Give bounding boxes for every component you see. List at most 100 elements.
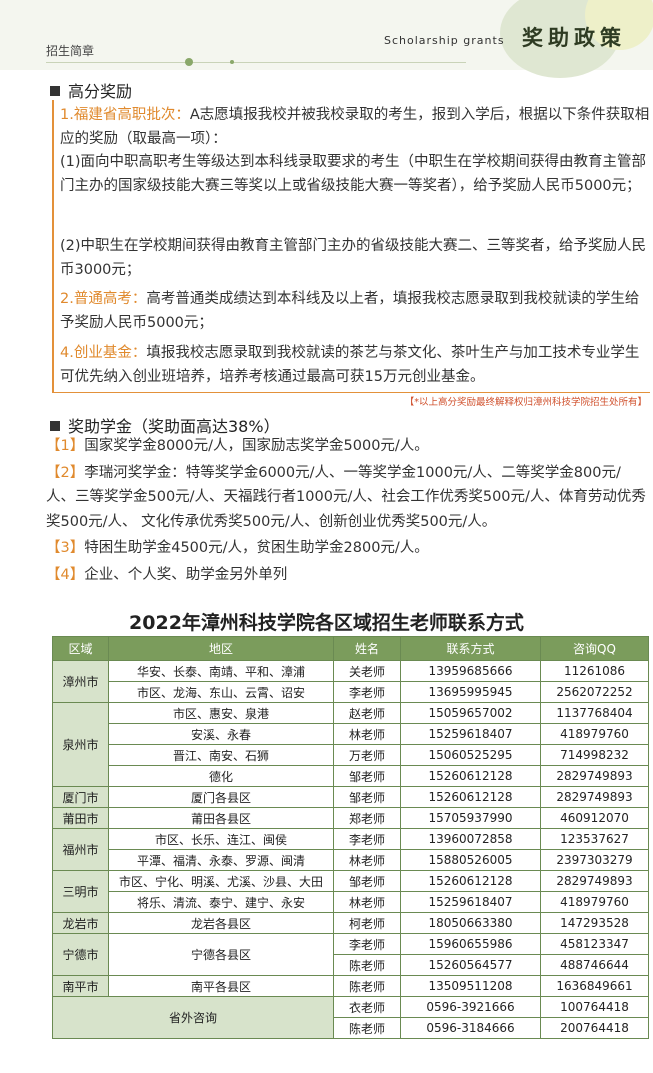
- table-row: 德化 邹老师 15260612128 2829749893: [53, 765, 649, 787]
- area-cell: 龙岩各县区: [108, 912, 334, 934]
- name-cell: 林老师: [333, 891, 401, 913]
- qq-cell: 11261086: [540, 660, 649, 682]
- area-cell: 宁德各县区: [108, 933, 334, 976]
- name-cell: 陈老师: [333, 1017, 401, 1039]
- table-row: 漳州市 华安、长泰、南靖、平和、漳浦 关老师 13959685666 11261086: [52, 660, 649, 703]
- header-cn: 奖助政策: [522, 25, 626, 50]
- decor-dot: [230, 60, 234, 64]
- name-cell: 林老师: [333, 723, 401, 745]
- list: 【1】国家奖学金8000元/人，国家励志奖学金5000元/人。 【2】李瑞河奖学…: [46, 434, 646, 589]
- area-cell: 平潭、福清、永泰、罗源、闽清: [108, 849, 334, 871]
- table-row: 厦门市 厦门各县区 邹老师 15260612128 2829749893: [52, 786, 649, 808]
- list-item: 【2】李瑞河奖学金：特等奖学金6000元/人、一等奖学金1000元/人、二等奖学…: [46, 461, 646, 535]
- area-cell: 市区、宁化、明溪、尤溪、沙县、大田: [108, 870, 334, 892]
- list-item: 【1】国家奖学金8000元/人，国家励志奖学金5000元/人。: [46, 434, 646, 459]
- region-cell: 漳州市: [52, 660, 109, 703]
- paragraph: (1)面向中职高职考生等级达到本科线录取要求的考生（中职生在学校期间获得由教育主…: [60, 154, 647, 194]
- name-cell: 李老师: [333, 933, 401, 955]
- section-title: 奖助学金（奖助面高达38%）: [50, 413, 280, 437]
- mark: 【3】: [46, 540, 85, 556]
- table-row: 龙岩市 龙岩各县区 柯老师 18050663380 147293528: [52, 912, 649, 934]
- phone-cell: 13695995945: [400, 681, 541, 703]
- qq-cell: 1137768404: [540, 702, 649, 724]
- area-cell: 市区、龙海、东山、云霄、诏安: [108, 681, 334, 703]
- header-cell: 姓名: [333, 636, 401, 661]
- area-cell: 市区、惠安、泉港: [108, 702, 334, 724]
- paragraph: 2.普通高考：高考普通类成绩达到本科线及以上者，填报我校志愿录取到我校就读的学生…: [60, 288, 650, 335]
- name-cell: 李老师: [333, 828, 401, 850]
- phone-cell: 13509511208: [400, 975, 541, 997]
- area-cell: 市区、长乐、连江、闽侯: [108, 828, 334, 850]
- text: 李瑞河奖学金：特等奖学金6000元/人、一等奖学金1000元/人、二等奖学金80…: [46, 464, 646, 530]
- mark: 【2】: [46, 464, 85, 481]
- qq-cell: 2397303279: [540, 849, 649, 871]
- paragraph: 1.福建省高职批次：A志愿填报我校并被我校录取的考生，报到入学后，根据以下条件获…: [60, 104, 650, 151]
- area-cell: 将乐、清流、泰宁、建宁、永安: [108, 891, 334, 913]
- table-title: 2022年漳州科技学院各区域招生老师联系方式: [129, 612, 524, 634]
- table-row: 市区、龙海、东山、云霄、诏安 李老师 13695995945 2562072252: [53, 681, 649, 703]
- area-cell: 晋江、南安、石狮: [108, 744, 334, 766]
- qq-cell: 460912070: [540, 807, 649, 829]
- paragraph: (2)中职生在学校期间获得由教育主管部门主办的省级技能大赛二、三等奖者，给予奖励…: [60, 238, 647, 278]
- qq-cell: 2829749893: [540, 786, 649, 808]
- region-cell: 龙岩市: [52, 912, 109, 934]
- region-cell: 莆田市: [52, 807, 109, 829]
- name-cell: 关老师: [333, 660, 401, 682]
- table-row: 晋江、南安、石狮 万老师 15060525295 714998232: [53, 744, 649, 766]
- region-cell: 泉州市: [52, 702, 109, 787]
- decor-dot: [185, 58, 193, 66]
- qq-cell: 123537627: [540, 828, 649, 850]
- table-row: 福州市 市区、长乐、连江、闽侯 李老师 13960072858 123537627: [52, 828, 649, 871]
- name-cell: 邹老师: [333, 870, 401, 892]
- name-cell: 柯老师: [333, 912, 401, 934]
- outside-cell: 省外咨询: [52, 996, 334, 1039]
- phone-cell: 0596-3921666: [400, 996, 541, 1018]
- label: 4.创业基金：: [60, 345, 147, 361]
- mark: 【1】: [46, 438, 85, 454]
- decor-circle: [585, 0, 653, 50]
- qq-cell: 418979760: [540, 723, 649, 745]
- region-cell: 福州市: [52, 828, 109, 871]
- phone-cell: 15960655986: [400, 933, 541, 955]
- header-cell: 地区: [108, 636, 334, 661]
- phone-cell: 15259618407: [400, 891, 541, 913]
- area-cell: 厦门各县区: [108, 786, 334, 808]
- table-row: 泉州市 市区、惠安、泉港 赵老师 15059657002 1137768404: [52, 702, 649, 787]
- region-cell: 宁德市: [52, 933, 109, 976]
- text: 企业、个人奖、助学金另外单列: [84, 566, 288, 583]
- name-cell: 陈老师: [333, 954, 401, 976]
- qq-cell: 100764418: [540, 996, 649, 1018]
- phone-cell: 15259618407: [400, 723, 541, 745]
- text: 高考普通类成绩达到本科线及以上者，填报我校志愿录取到我校就读的学生给予奖励人民币…: [60, 291, 640, 331]
- qq-cell: 458123347: [540, 933, 649, 955]
- qq-cell: 2829749893: [540, 870, 649, 892]
- area-cell: 南平各县区: [108, 975, 334, 997]
- header-row: 区域 地区 姓名 联系方式 咨询QQ: [52, 636, 649, 661]
- contact-table: 区域 地区 姓名 联系方式 咨询QQ 漳州市 华安、长泰、南靖、平和、漳浦 关老师 13959…: [52, 636, 649, 1039]
- qq-cell: 2562072252: [540, 681, 649, 703]
- qq-cell: 488746644: [540, 954, 649, 976]
- table-body: 漳州市 华安、长泰、南靖、平和、漳浦 关老师 13959685666 11261086 市…: [52, 660, 649, 1039]
- phone-cell: 15260612128: [400, 870, 541, 892]
- table-row: 省外咨询 衣老师 0596-3921666 100764418: [52, 996, 649, 1039]
- name-cell: 衣老师: [333, 996, 401, 1018]
- header-left: 招生简章: [46, 44, 95, 58]
- phone-cell: 15260564577: [400, 954, 541, 976]
- phone-cell: 13959685666: [400, 660, 541, 682]
- section-box: [52, 100, 650, 393]
- phone-cell: 15260612128: [400, 786, 541, 808]
- header-cell: 区域: [52, 636, 109, 661]
- phone-cell: 15059657002: [400, 702, 541, 724]
- qq-cell: 200764418: [540, 1017, 649, 1039]
- qq-cell: 1636849661: [540, 975, 649, 997]
- qq-cell: 418979760: [540, 891, 649, 913]
- section-title: 高分奖励: [50, 78, 132, 102]
- header: 招生简章 Scholarship grants 奖助政策: [0, 0, 653, 78]
- region-cell: 厦门市: [52, 786, 109, 808]
- qq-cell: 714998232: [540, 744, 649, 766]
- text: 填报我校志愿录取到我校就读的茶艺与茶文化、茶叶生产与加工技术专业学生可优先纳入创…: [60, 345, 640, 385]
- area-cell: 莆田各县区: [108, 807, 334, 829]
- header-cell: 咨询QQ: [540, 636, 649, 661]
- phone-cell: 15260612128: [400, 765, 541, 787]
